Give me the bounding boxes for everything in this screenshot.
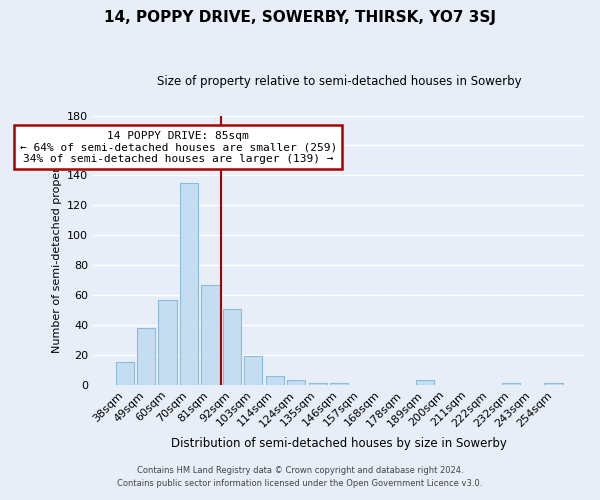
Bar — [308, 384, 327, 385]
Y-axis label: Number of semi-detached properties: Number of semi-detached properties — [52, 147, 62, 353]
Title: Size of property relative to semi-detached houses in Sowerby: Size of property relative to semi-detach… — [157, 75, 521, 88]
Bar — [202, 284, 220, 385]
Text: Contains HM Land Registry data © Crown copyright and database right 2024.
Contai: Contains HM Land Registry data © Crown c… — [118, 466, 482, 487]
Bar — [266, 376, 284, 385]
Bar — [180, 183, 198, 385]
Bar — [287, 380, 305, 385]
Bar — [330, 384, 348, 385]
X-axis label: Distribution of semi-detached houses by size in Sowerby: Distribution of semi-detached houses by … — [171, 437, 507, 450]
Text: 14 POPPY DRIVE: 85sqm
← 64% of semi-detached houses are smaller (259)
34% of sem: 14 POPPY DRIVE: 85sqm ← 64% of semi-deta… — [20, 130, 337, 164]
Bar — [158, 300, 176, 385]
Bar — [223, 308, 241, 385]
Bar — [244, 356, 262, 385]
Text: 14, POPPY DRIVE, SOWERBY, THIRSK, YO7 3SJ: 14, POPPY DRIVE, SOWERBY, THIRSK, YO7 3S… — [104, 10, 496, 25]
Bar — [116, 362, 134, 385]
Bar — [416, 380, 434, 385]
Bar — [502, 384, 520, 385]
Bar — [544, 384, 563, 385]
Bar — [137, 328, 155, 385]
